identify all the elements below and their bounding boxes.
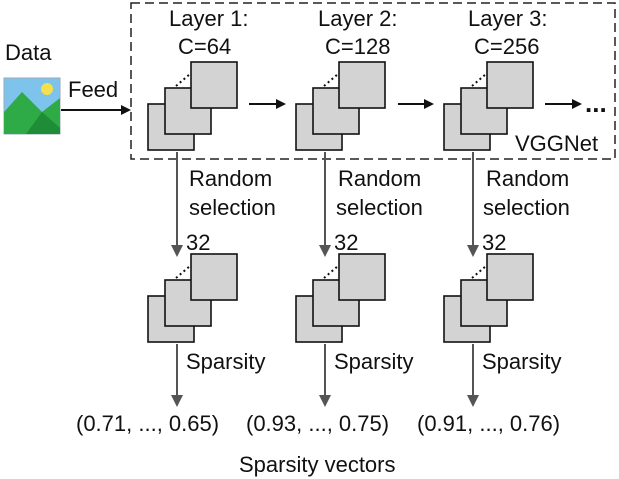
- vggnet-box: [130, 2, 616, 160]
- layer-1-sparsity-label: Sparsity: [186, 349, 265, 374]
- layer-1-sparsity-vector: (0.71, ..., 0.65): [76, 411, 219, 436]
- layer-3-selection-label: Random: [486, 166, 569, 191]
- layer-3-sparsity-vector: (0.91, ..., 0.76): [417, 411, 560, 436]
- layer-2-title: Layer 2:: [318, 6, 398, 31]
- layer-1-selected-stack-icon: [147, 253, 238, 343]
- layer-2-sparsity-label: Sparsity: [334, 349, 413, 374]
- image-icon: [3, 77, 61, 135]
- layer-3-selected-stack-icon: [443, 253, 534, 343]
- layer-3-selected-count: 32: [482, 230, 506, 255]
- layer-1-feature-stack-icon: [147, 61, 238, 151]
- layer-1-title: Layer 1:: [169, 6, 249, 31]
- layer-2-channels: C=128: [325, 34, 390, 59]
- layer-2-selected-count: 32: [334, 230, 358, 255]
- layer-2-feature-stack-icon: [295, 61, 386, 151]
- layer-3-title: Layer 3:: [468, 6, 548, 31]
- layer-2-selection-label-2: selection: [336, 195, 423, 220]
- layer-1-selection-label-2: selection: [189, 195, 276, 220]
- data-label: Data: [5, 40, 52, 65]
- layer-1-selection-label: Random: [189, 166, 272, 191]
- vggnet-label: VGGNet: [515, 131, 598, 156]
- layer-3-sparsity-label: Sparsity: [482, 349, 561, 374]
- layer-1-channels: C=64: [178, 34, 231, 59]
- layer-2-selection-label: Random: [338, 166, 421, 191]
- continuation-dots: ...: [585, 88, 607, 118]
- footer-caption: Sparsity vectors: [239, 452, 396, 477]
- feed-label: Feed: [68, 77, 118, 102]
- layer-1-selected-count: 32: [186, 230, 210, 255]
- layer-3-channels: C=256: [474, 34, 539, 59]
- layer-3-feature-stack-icon: [443, 61, 534, 151]
- layer-3-selection-label-2: selection: [483, 195, 570, 220]
- layer-2-selected-stack-icon: [295, 253, 386, 343]
- layer-2-sparsity-vector: (0.93, ..., 0.75): [246, 411, 389, 436]
